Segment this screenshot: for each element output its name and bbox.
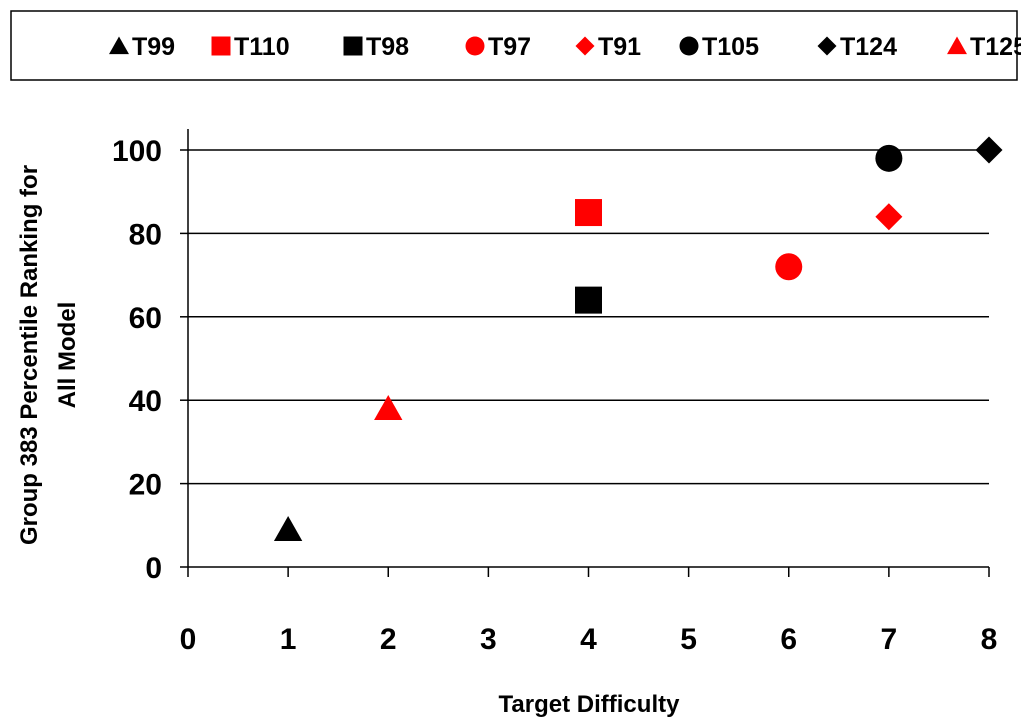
- legend-marker-t98: [343, 36, 363, 56]
- legend-label-t98: T98: [366, 33, 409, 61]
- point-t125: [374, 395, 403, 421]
- axes: [180, 129, 990, 577]
- point-t124: [975, 136, 1003, 164]
- legend-marker-t97: [465, 36, 485, 56]
- gridlines: [188, 149, 989, 485]
- y-tick-label-80: 80: [129, 218, 162, 251]
- legend-marker-t105: [679, 36, 699, 56]
- legend-label-t124: T124: [840, 33, 897, 61]
- y-tick-label-60: 60: [129, 302, 162, 335]
- x-tick-label-6: 6: [780, 623, 797, 656]
- x-tick-label-0: 0: [180, 623, 197, 656]
- x-tick-label-4: 4: [580, 623, 597, 656]
- y-axis-title-line-2: All Model: [54, 302, 81, 409]
- legend-marker-t99: [109, 36, 129, 55]
- tick-labels: 0 20 40 60 80 100 0 1 2 3 4 5 6 7 8: [112, 135, 997, 656]
- legend-marker-t125: [947, 36, 967, 55]
- point-t99: [273, 515, 303, 541]
- x-axis-title: Target Difficulty: [499, 691, 681, 718]
- legend-marker-t91: [575, 36, 595, 56]
- legend-box: [10, 10, 1018, 81]
- point-t98: [575, 286, 602, 314]
- x-tick-label-7: 7: [881, 623, 898, 656]
- y-axis-title-line-1: Group 383 Percentile Ranking for: [16, 165, 43, 545]
- point-t105: [875, 144, 903, 172]
- legend-label-t91: T91: [598, 33, 641, 61]
- x-tick-label-2: 2: [380, 623, 397, 656]
- legend-label-t99: T99: [132, 33, 175, 61]
- legend: T99 T110 T98 T97 T91 T105 T124 T125: [109, 33, 1021, 61]
- legend-marker-t124: [817, 36, 837, 56]
- x-tick-label-1: 1: [280, 623, 297, 656]
- y-tick-label-100: 100: [112, 135, 162, 168]
- x-tick-label-5: 5: [680, 623, 697, 656]
- point-t97: [775, 253, 803, 281]
- point-t91: [875, 203, 903, 231]
- point-t110: [575, 199, 602, 227]
- y-tick-label-20: 20: [129, 469, 162, 502]
- x-tick-label-8: 8: [981, 623, 998, 656]
- data-points: [273, 136, 1003, 541]
- legend-marker-t110: [211, 36, 231, 56]
- legend-label-t105: T105: [702, 33, 759, 61]
- y-tick-label-40: 40: [129, 385, 162, 418]
- x-tick-label-3: 3: [480, 623, 497, 656]
- legend-label-t125: T125: [970, 33, 1021, 61]
- legend-label-t97: T97: [488, 33, 531, 61]
- y-tick-label-0: 0: [145, 552, 162, 585]
- legend-label-t110: T110: [234, 33, 290, 61]
